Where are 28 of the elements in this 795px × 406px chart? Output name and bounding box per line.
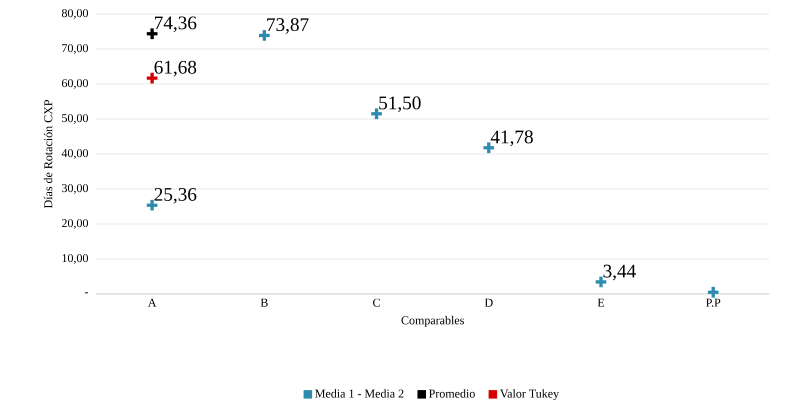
y-tick-label: - bbox=[84, 292, 88, 294]
x-tick-label: E bbox=[598, 298, 604, 307]
y-tick-label: 20,00 bbox=[62, 219, 88, 229]
data-label: 61,68 bbox=[154, 60, 196, 77]
data-label: 41,78 bbox=[490, 130, 533, 146]
y-tick-label: 70,00 bbox=[62, 44, 88, 54]
data-label: 74,36 bbox=[155, 16, 196, 32]
x-tick-label: A bbox=[148, 298, 156, 307]
data-label: 25,36 bbox=[154, 188, 196, 204]
legend-label: Valor Tukey bbox=[500, 389, 560, 400]
x-tick-label: C bbox=[373, 298, 380, 307]
point bbox=[706, 285, 720, 300]
data-label: 3,44 bbox=[604, 264, 636, 280]
x-axis-title: Comparables bbox=[402, 316, 464, 327]
x-tick-label: P.P bbox=[706, 298, 720, 307]
y-tick-label: 30,00 bbox=[62, 184, 88, 194]
y-tick-label: 50,00 bbox=[62, 114, 88, 124]
data-label: 73,87 bbox=[267, 18, 309, 34]
x-tick-label: D bbox=[484, 298, 493, 307]
x-tick-label: B bbox=[260, 298, 268, 307]
data-label: 51,50 bbox=[379, 96, 421, 112]
y-axis-title: Días de Rotación CXP bbox=[44, 100, 52, 208]
y-tick-label: 10,00 bbox=[62, 254, 88, 264]
legend-label: Promedio bbox=[429, 389, 475, 398]
y-tick-label: 40,00 bbox=[62, 149, 88, 159]
legend-label: Media 1 - Media 2 bbox=[315, 389, 404, 398]
y-tick-label: 60,00 bbox=[62, 79, 88, 89]
y-tick-label: 80,00 bbox=[62, 9, 88, 19]
